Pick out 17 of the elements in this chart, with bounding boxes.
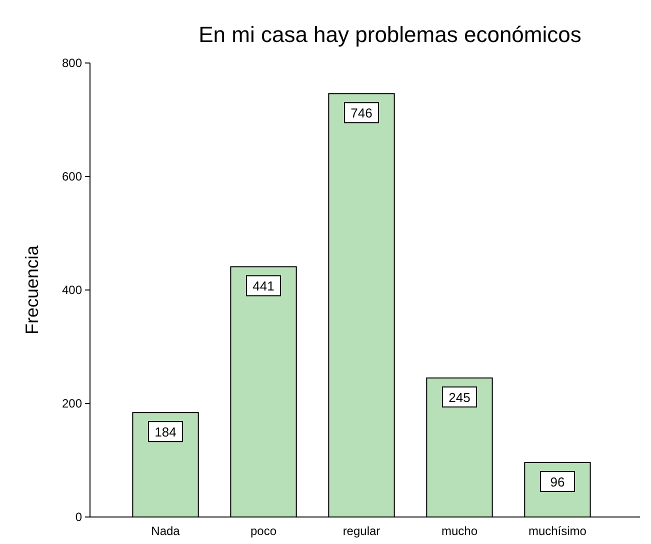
y-tick-label: 200 xyxy=(62,396,82,410)
data-label: 184 xyxy=(154,424,176,440)
y-tick-label: 0 xyxy=(75,510,82,524)
y-tick-label: 600 xyxy=(62,170,82,184)
y-tick-label: 800 xyxy=(62,56,82,70)
x-tick-label: Nada xyxy=(151,524,180,538)
x-tick-label: muchísimo xyxy=(528,524,587,538)
y-axis-title: Frecuencia xyxy=(22,244,42,335)
data-label: 245 xyxy=(448,390,470,405)
x-tick-label: regular xyxy=(342,524,380,538)
x-tick-label: poco xyxy=(250,524,277,538)
chart-title: En mi casa hay problemas económicos xyxy=(198,22,582,47)
data-label: 746 xyxy=(350,106,372,121)
x-tick-label: mucho xyxy=(441,524,478,538)
y-tick-label: 400 xyxy=(62,283,82,297)
data-label: 441 xyxy=(252,278,274,294)
data-label: 96 xyxy=(550,474,565,490)
